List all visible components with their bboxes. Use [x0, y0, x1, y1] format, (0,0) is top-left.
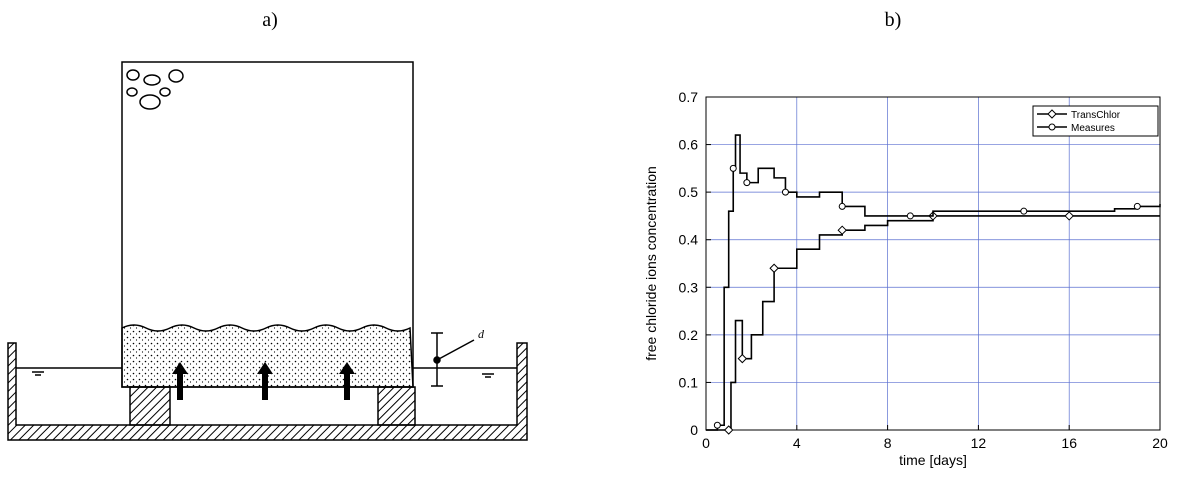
y-tick-label: 0.5: [679, 184, 699, 200]
y-tick-label: 0.4: [679, 232, 699, 248]
y-tick-label: 0: [690, 422, 698, 438]
x-tick-label: 12: [971, 435, 987, 451]
marker: [743, 179, 751, 187]
panel-label: b): [885, 9, 902, 31]
arrows: [172, 362, 355, 400]
legend-label: TransChlor: [1071, 110, 1121, 121]
marker: [1064, 211, 1074, 221]
legend-label: Measures: [1071, 123, 1115, 134]
y-tick-label: 0.2: [679, 327, 699, 343]
x-tick-label: 20: [1152, 435, 1168, 451]
y-tick-label: 0.3: [679, 279, 699, 295]
aggregate: [126, 69, 184, 110]
x-axis-label: time [days]: [899, 452, 967, 468]
y-tick-label: 0.1: [679, 374, 699, 390]
marker: [1133, 202, 1141, 210]
tank: [7, 342, 528, 441]
y-axis-label: free chloride ions concentration: [643, 166, 659, 361]
dimension-label: d: [478, 327, 485, 341]
marker: [723, 425, 734, 435]
x-tick-label: 4: [793, 435, 801, 451]
marker: [729, 164, 737, 172]
y-tick-label: 0.6: [679, 137, 699, 153]
legend-box: [1032, 105, 1159, 137]
legend-marker: [1048, 123, 1056, 131]
marker: [838, 202, 846, 210]
plot-frame: [705, 96, 1161, 431]
support: [377, 386, 416, 426]
x-tick-label: 0: [702, 435, 710, 451]
penetrated-zone: [121, 324, 414, 388]
series-line: [706, 134, 1161, 431]
marker: [1020, 207, 1028, 215]
series-line: [706, 215, 1160, 431]
dimension-dot: [433, 356, 441, 364]
marker: [737, 353, 748, 364]
legend-marker: [1047, 109, 1057, 119]
x-tick-label: 16: [1061, 435, 1077, 451]
water-symbol: [32, 371, 494, 378]
support: [129, 386, 171, 426]
x-tick-label: 8: [884, 435, 892, 451]
panel-label: a): [262, 9, 278, 31]
marker: [769, 263, 779, 273]
diagram: [7, 61, 528, 441]
marker: [713, 421, 721, 429]
y-tick-label: 0.7: [679, 89, 699, 105]
marker: [837, 225, 847, 235]
marker: [906, 212, 914, 220]
marker: [781, 188, 789, 196]
